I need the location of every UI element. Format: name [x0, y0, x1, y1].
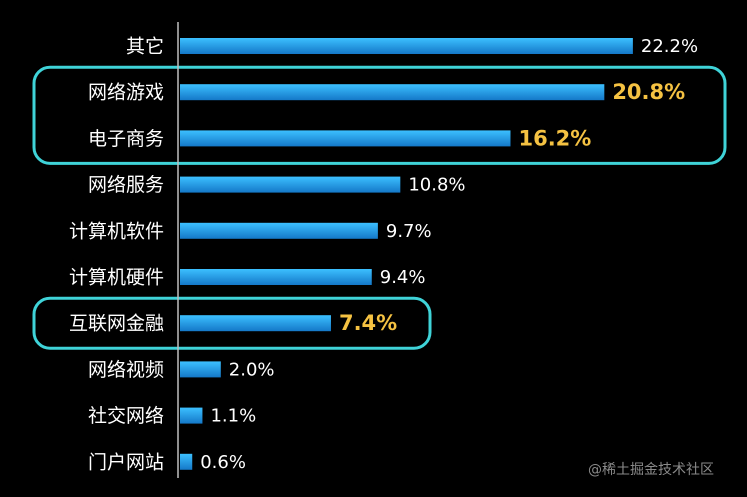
bar-1	[180, 84, 605, 101]
value-label-4: 9.7%	[386, 221, 432, 242]
bar-7	[180, 361, 221, 378]
category-label-4: 计算机软件	[69, 220, 164, 242]
value-label-2: 16.2%	[518, 126, 591, 150]
value-label-9: 0.6%	[200, 452, 246, 473]
category-label-7: 网络视频	[88, 359, 164, 381]
category-label-1: 网络游戏	[88, 82, 164, 104]
bar-6	[180, 315, 331, 332]
value-label-6: 7.4%	[339, 311, 397, 335]
category-label-8: 社交网络	[88, 405, 164, 427]
value-label-7: 2.0%	[229, 359, 275, 380]
value-label-0: 22.2%	[641, 36, 698, 57]
bar-3	[180, 176, 401, 193]
value-label-3: 10.8%	[408, 175, 465, 196]
category-label-0: 其它	[126, 36, 164, 58]
bar-0	[180, 38, 633, 54]
value-label-1: 20.8%	[612, 80, 685, 104]
highlight-box-0	[32, 65, 727, 165]
highlight-box-1	[32, 296, 432, 350]
category-label-6: 互联网金融	[69, 313, 164, 335]
watermark: @稀土掘金技术社区	[588, 462, 714, 478]
bar-8	[180, 407, 203, 424]
category-label-9: 门户网站	[88, 451, 164, 473]
bar-5	[180, 269, 372, 285]
value-label-8: 1.1%	[210, 406, 256, 427]
value-label-5: 9.4%	[380, 267, 426, 288]
category-label-3: 网络服务	[88, 174, 164, 196]
bar-2	[180, 130, 511, 147]
bar-4	[180, 222, 378, 239]
bar-9	[180, 453, 193, 470]
category-label-2: 电子商务	[88, 128, 164, 150]
category-label-5: 计算机硬件	[69, 267, 164, 289]
